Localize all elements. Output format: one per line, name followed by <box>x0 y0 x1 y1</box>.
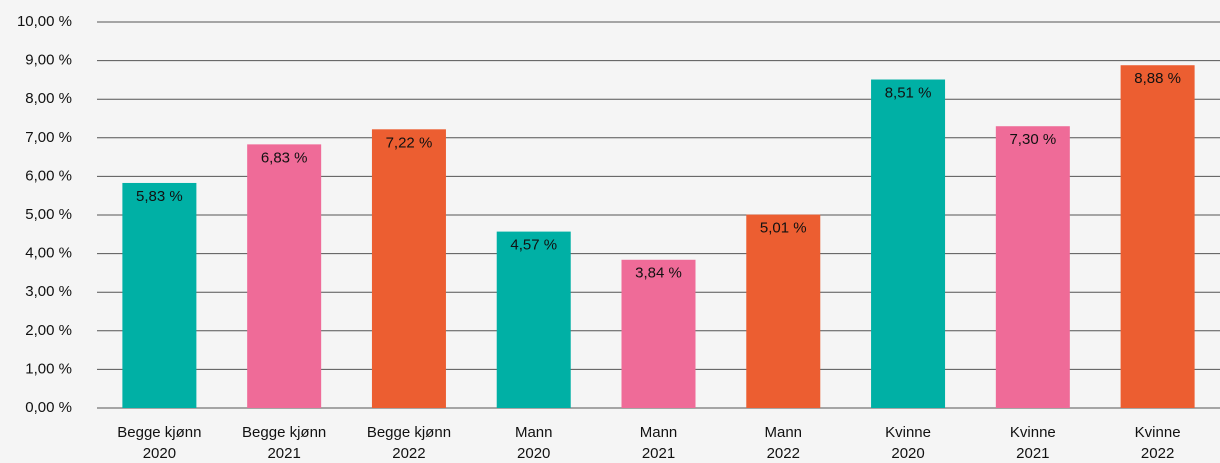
data-label: 6,83 % <box>261 149 308 166</box>
y-tick-label: 10,00 % <box>17 13 72 30</box>
y-tick-label: 5,00 % <box>25 206 72 223</box>
x-tick-label: Kvinne 2021 <box>1010 424 1056 462</box>
x-tick-label: Begge kjønn 2022 <box>367 424 451 462</box>
bar <box>371 129 446 409</box>
y-tick-label: 9,00 % <box>25 52 72 69</box>
bar <box>247 144 322 408</box>
bar <box>496 231 571 408</box>
bar <box>621 259 696 408</box>
bar <box>995 126 1070 408</box>
y-tick-label: 3,00 % <box>25 283 72 300</box>
x-tick-label: Begge kjønn 2021 <box>242 424 326 462</box>
data-label: 3,84 % <box>635 265 682 282</box>
y-tick-label: 2,00 % <box>25 322 72 339</box>
bar <box>1120 65 1195 409</box>
y-tick-label: 7,00 % <box>25 129 72 146</box>
bar <box>746 214 821 408</box>
y-tick-label: 1,00 % <box>25 360 72 377</box>
bar <box>122 182 197 408</box>
data-label: 8,51 % <box>885 84 932 101</box>
y-tick-label: 6,00 % <box>25 167 72 184</box>
x-tick-label: Kvinne 2020 <box>885 424 931 462</box>
x-tick-label: Mann 2021 <box>640 424 678 462</box>
data-label: 7,22 % <box>386 134 433 151</box>
x-tick-label: Mann 2022 <box>765 424 803 462</box>
bar <box>871 79 946 408</box>
x-tick-label: Kvinne 2022 <box>1135 424 1181 462</box>
data-label: 5,83 % <box>136 188 183 205</box>
y-tick-label: 4,00 % <box>25 245 72 262</box>
data-label: 5,01 % <box>760 220 807 237</box>
data-label: 4,57 % <box>510 237 557 254</box>
y-tick-label: 8,00 % <box>25 90 72 107</box>
data-label: 8,88 % <box>1134 70 1181 87</box>
data-label: 7,30 % <box>1009 131 1056 148</box>
y-tick-label: 0,00 % <box>25 399 72 416</box>
x-tick-label: Mann 2020 <box>515 424 553 462</box>
x-tick-label: Begge kjønn 2020 <box>117 424 201 462</box>
